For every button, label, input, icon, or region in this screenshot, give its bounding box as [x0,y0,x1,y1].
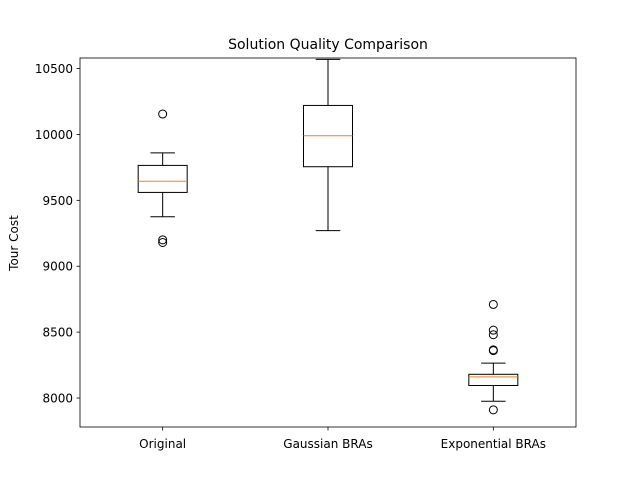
outlier-point [158,109,168,119]
y-tick-label: 10500 [35,62,73,76]
y-axis-label: Tour Cost [7,215,21,272]
axes-frame [79,57,577,428]
y-tick-label: 8000 [42,392,73,406]
box-iqr [468,373,519,386]
outlier-point [158,238,168,247]
outlier-point [488,330,498,340]
y-tick-label: 9500 [42,194,73,208]
outlier-point [488,405,498,415]
y-tick-label: 10000 [35,128,73,142]
x-tick-label: Exponential BRAs [441,437,546,451]
y-tick-label: 8500 [42,326,73,340]
chart-title: Solution Quality Comparison [228,37,428,53]
x-tick-label: Original [139,437,186,451]
outlier-point [488,325,498,335]
y-tick-label: 9000 [42,260,73,274]
outlier-point [158,235,168,245]
outlier-point [488,299,498,309]
box-iqr [137,164,188,193]
plot-area: 8000 8500 9000 9500 10000 10500 Original Gaussi… [35,57,577,451]
outlier-point [488,346,498,356]
x-tick-label: Gaussian BRAs [283,437,372,451]
